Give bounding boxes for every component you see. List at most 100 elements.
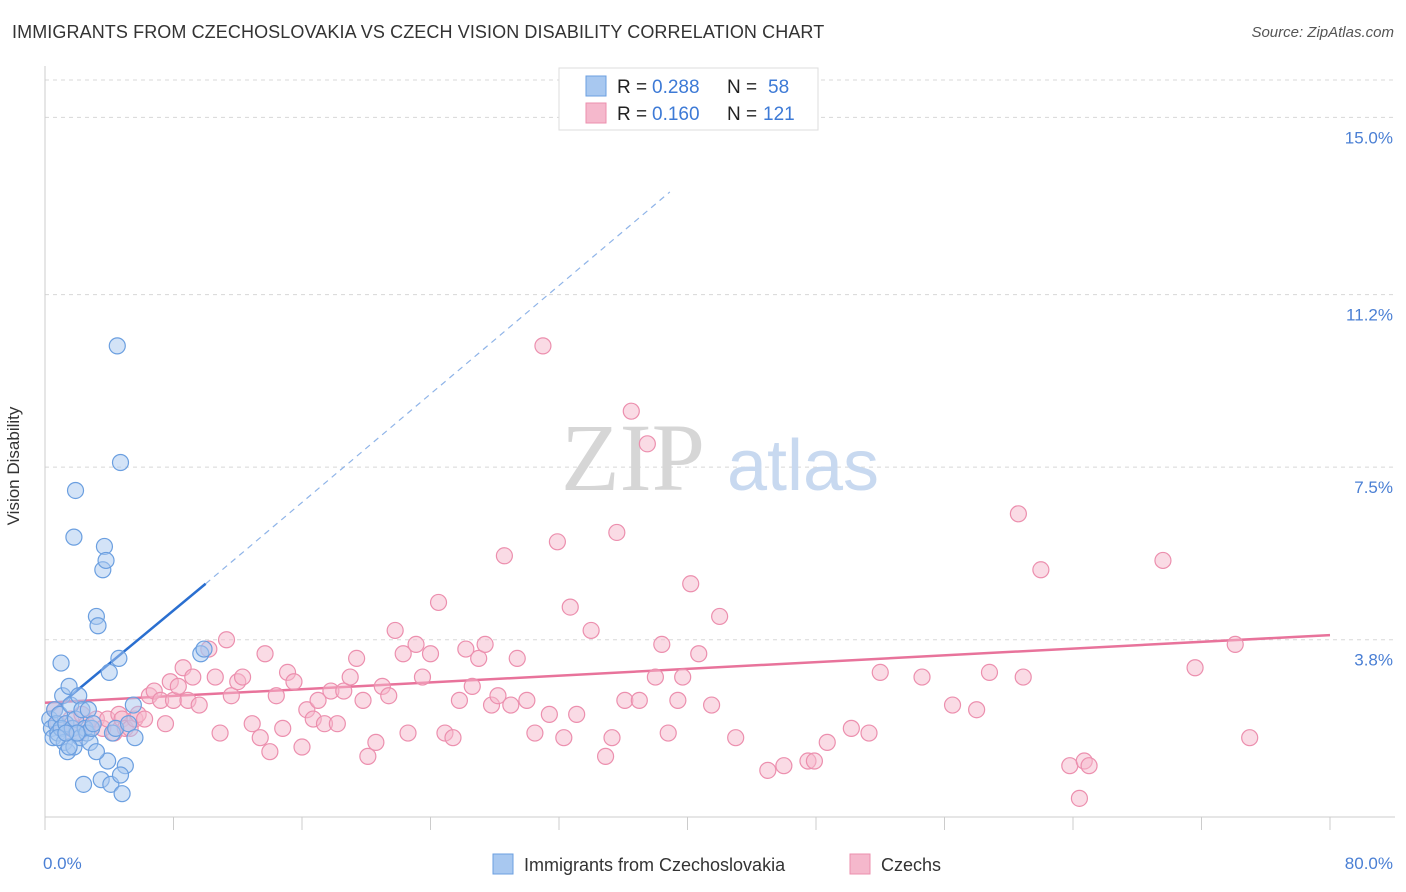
- point-czechs: [285, 673, 303, 691]
- point-czechs: [251, 729, 269, 747]
- point-czechs: [293, 738, 311, 756]
- point-czechs: [608, 523, 626, 542]
- axes: [44, 66, 1395, 830]
- point-czechs: [508, 649, 526, 668]
- point-czechs: [1186, 659, 1204, 677]
- legend-r-label: R =: [617, 104, 647, 125]
- point-czechs: [380, 687, 398, 705]
- point-czechoslovakia: [100, 663, 118, 681]
- legend-r-label: R =: [617, 77, 647, 98]
- tick-labels: 3.8% 7.5% 11.2% 15.0% 0.0% 80.0%: [43, 128, 1393, 873]
- point-czechs: [518, 691, 536, 709]
- point-czechs: [256, 645, 274, 663]
- point-czechs: [727, 729, 745, 747]
- legend-r-value: 0.288: [652, 77, 700, 98]
- point-czechs: [335, 682, 353, 700]
- point-czechs: [156, 715, 175, 733]
- bottom-legend-series1: Immigrants from Czechoslovakia: [524, 855, 786, 875]
- point-czechs: [646, 668, 664, 686]
- point-czechs: [261, 743, 279, 761]
- point-czechoslovakia: [111, 766, 130, 784]
- point-czechs: [674, 668, 692, 686]
- point-czechs: [328, 715, 346, 733]
- point-czechs: [711, 607, 729, 626]
- point-czechs: [309, 691, 327, 709]
- bottom-legend-swatch-blue: [492, 853, 514, 875]
- x-tick-label: 80.0%: [1345, 854, 1393, 873]
- point-czechs: [470, 649, 488, 668]
- point-czechs: [135, 710, 154, 728]
- point-czechoslovakia: [74, 775, 93, 793]
- point-czechs: [233, 668, 252, 686]
- point-czechs: [450, 691, 469, 709]
- legend-n-value: 121: [763, 104, 795, 125]
- point-czechs: [1070, 789, 1089, 807]
- trend-line-czechoslovakia-extension: [205, 191, 671, 585]
- point-czechs: [359, 747, 377, 765]
- point-czechs: [463, 677, 481, 695]
- y-tick-label: 3.8%: [1354, 651, 1393, 670]
- legend: R = 0.288 N = 58 R = 0.160 N = 121: [558, 67, 819, 131]
- point-czechs: [690, 645, 708, 663]
- point-czechs: [1009, 505, 1027, 523]
- point-czechs: [702, 696, 721, 714]
- point-czechs: [913, 668, 931, 686]
- point-czechs: [457, 640, 475, 658]
- point-czechoslovakia: [89, 617, 107, 635]
- point-czechs: [274, 719, 292, 737]
- point-czechs: [190, 696, 208, 714]
- point-czechs: [659, 724, 677, 742]
- point-czechs: [603, 729, 621, 747]
- y-tick-label: 11.2%: [1346, 306, 1393, 325]
- point-czechs: [968, 701, 986, 719]
- point-czechs: [399, 724, 417, 742]
- point-czechs: [243, 715, 261, 733]
- point-czechs: [495, 547, 513, 565]
- watermark-atlas: atlas: [727, 426, 879, 506]
- x-tick-label: 0.0%: [43, 854, 82, 873]
- point-czechs: [1154, 551, 1172, 570]
- point-czechs: [818, 733, 836, 751]
- point-czechs: [444, 729, 462, 747]
- legend-n-value: 58: [768, 77, 789, 98]
- source-credit: Source: ZipAtlas.com: [1251, 24, 1394, 41]
- point-czechs: [341, 668, 359, 686]
- point-czechs: [622, 402, 640, 420]
- point-czechs: [1080, 757, 1098, 775]
- point-czechs: [413, 668, 432, 686]
- point-czechs: [217, 631, 236, 649]
- point-czechs: [534, 337, 552, 355]
- point-czechs: [842, 719, 860, 737]
- y-tick-label: 15.0%: [1345, 128, 1393, 147]
- point-czechoslovakia: [84, 715, 102, 733]
- legend-n-label: N =: [727, 77, 757, 98]
- point-czechs: [638, 435, 656, 453]
- point-czechs: [489, 687, 507, 705]
- point-czechoslovakia: [87, 743, 106, 761]
- point-czechoslovakia: [99, 752, 117, 770]
- point-czechs: [184, 668, 202, 686]
- point-czechs: [775, 757, 793, 775]
- point-czechoslovakia: [57, 724, 75, 742]
- point-czechoslovakia: [124, 696, 142, 714]
- point-czechs: [582, 621, 600, 640]
- point-czechoslovakia: [108, 337, 126, 355]
- point-czechs: [980, 663, 999, 681]
- point-czechs: [568, 705, 586, 723]
- point-czechs: [394, 645, 412, 663]
- point-czechs: [169, 677, 187, 695]
- point-czechs: [943, 696, 962, 714]
- point-czechs: [354, 691, 372, 709]
- watermark-zip: ZIP: [561, 404, 705, 511]
- point-czechoslovakia: [66, 481, 85, 500]
- watermark: ZIP atlas: [561, 404, 879, 511]
- point-czechs: [596, 747, 615, 765]
- point-czechs: [555, 729, 573, 747]
- legend-swatch-blue: [585, 75, 607, 97]
- point-czechs: [407, 635, 425, 654]
- point-czechs: [211, 724, 229, 742]
- point-czechs: [476, 635, 494, 654]
- legend-swatch-pink: [585, 102, 607, 124]
- legend-n-label: N =: [727, 104, 757, 125]
- point-czechs: [860, 724, 878, 742]
